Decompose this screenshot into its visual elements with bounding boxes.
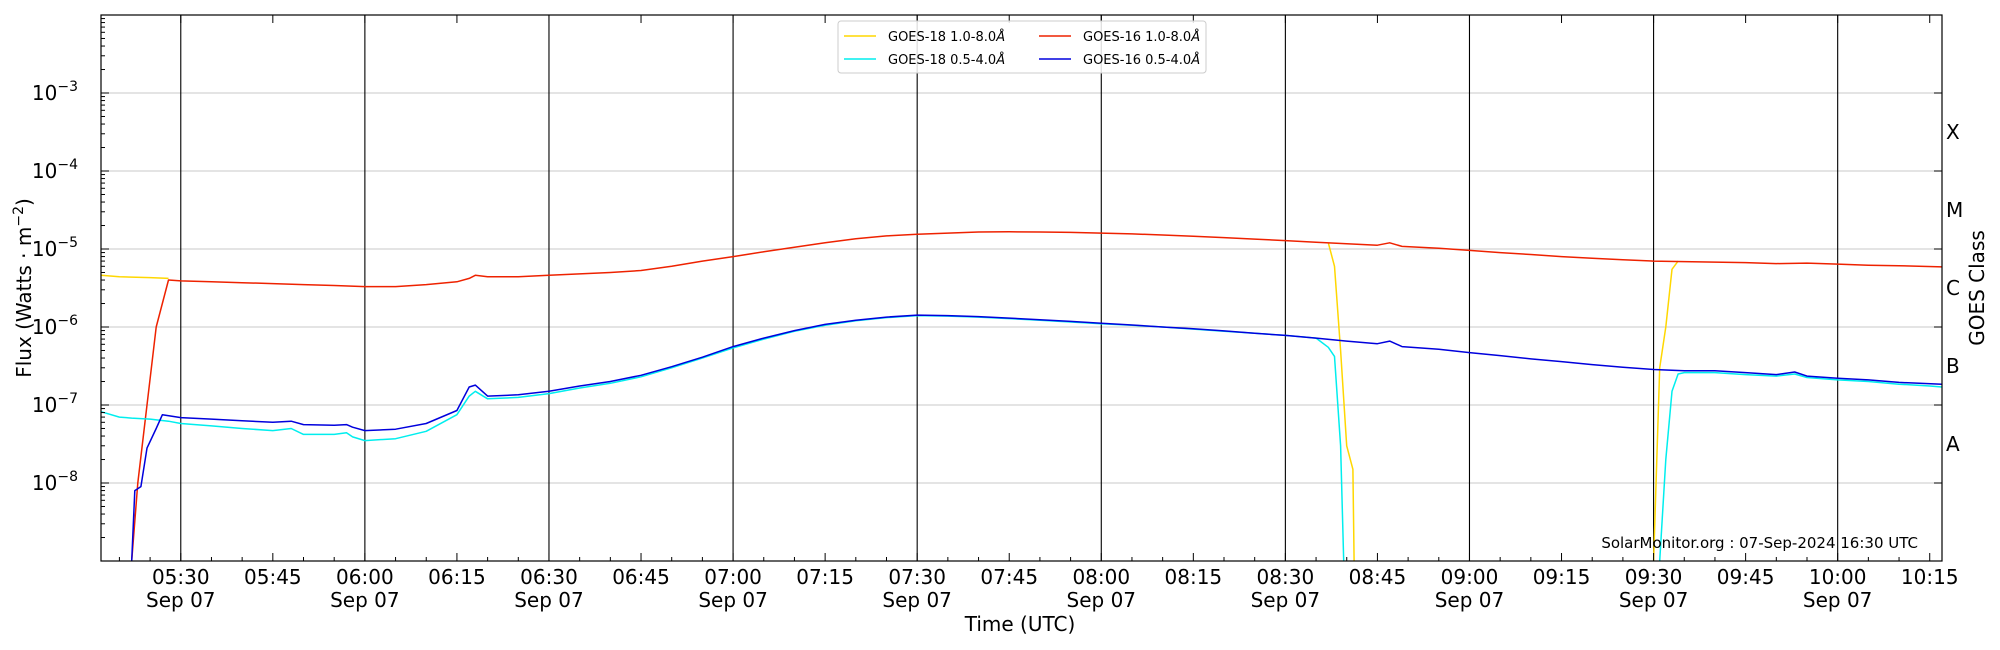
x-tick-label: 09:00: [1441, 565, 1499, 589]
x-axis-label: Time (UTC): [964, 612, 1076, 636]
series-line-1: [100, 274, 169, 280]
x-tick-label: 06:00: [336, 565, 394, 589]
x-tick-date-label: Sep 07: [1067, 588, 1137, 612]
series-line-2: [130, 231, 1943, 562]
time-marker-layer: [180, 15, 1839, 561]
y-tick-label: 10−3: [32, 79, 78, 105]
x-tick-label: 08:00: [1072, 565, 1130, 589]
x-tick-label: 05:45: [244, 565, 302, 589]
x-tick-label: 08:45: [1349, 565, 1407, 589]
goes-class-axis-label: GOES Class: [1965, 230, 1989, 346]
legend: GOES-18 1.0-8.0Å GOES-18 0.5-4.0Å GOES-16 …: [837, 20, 1207, 74]
source-annotation: SolarMonitor.org : 07-Sep-2024 16:30 UTC: [1601, 534, 1918, 552]
x-tick-label: 06:45: [612, 565, 670, 589]
y-tick-label: 10−5: [32, 235, 78, 261]
legend-label: GOES-16 1.0-8.0Å: [1083, 29, 1200, 45]
x-tick-date-label: Sep 07: [514, 588, 584, 612]
x-tick-label: 06:15: [428, 565, 486, 589]
series-line-3: [1658, 371, 1943, 562]
goes-class-label: X: [1946, 120, 1960, 144]
y-tick-label: 10−6: [32, 313, 78, 339]
plot-frame: [100, 14, 1943, 562]
x-tick-label: 06:30: [520, 565, 578, 589]
x-tick-label: 07:30: [888, 565, 946, 589]
x-tick-label: 09:30: [1625, 565, 1683, 589]
legend-label: GOES-18 0.5-4.0Å: [888, 52, 1005, 68]
series-line-1: [1327, 242, 1355, 562]
x-tick-label: 05:30: [152, 565, 210, 589]
y-axis-label-text: Flux (Watts · m: [12, 227, 36, 378]
legend-label: GOES-16 0.5-4.0Å: [1083, 52, 1200, 68]
y-tick-label: 10−4: [32, 157, 78, 183]
x-tick-label: 08:15: [1165, 565, 1223, 589]
x-tick-date-label: Sep 07: [1251, 588, 1321, 612]
x-tick-label: 09:15: [1533, 565, 1591, 589]
goes-class-label: B: [1946, 354, 1960, 378]
y-axis-label-unit-sup: −2: [11, 206, 27, 227]
x-tick-label: 10:15: [1901, 565, 1959, 589]
y-axis-label-close: ): [12, 198, 36, 206]
series-line-1: [1652, 260, 1679, 562]
x-tick-date-label: Sep 07: [1619, 588, 1689, 612]
series-layer: [100, 231, 1943, 562]
x-tick-label: 10:00: [1809, 565, 1867, 589]
x-tick-date-label: Sep 07: [146, 588, 216, 612]
grid-layer: [101, 92, 1942, 484]
y-axis-label: Flux (Watts · m−2): [11, 198, 36, 378]
y-tick-label: 10−8: [32, 469, 78, 495]
x-tick-date-label: Sep 07: [1803, 588, 1873, 612]
legend-box: [837, 20, 1207, 74]
goes-class-label: A: [1946, 432, 1960, 456]
series-line-4: [130, 314, 1943, 562]
x-tick-label: 09:45: [1717, 565, 1775, 589]
x-tick-label: 08:30: [1257, 565, 1315, 589]
x-tick-date-label: Sep 07: [1435, 588, 1505, 612]
goes-class-label: M: [1946, 198, 1963, 222]
legend-label: GOES-18 1.0-8.0Å: [888, 29, 1005, 45]
x-tick-label: 07:00: [704, 565, 762, 589]
x-tick-date-label: Sep 07: [698, 588, 768, 612]
x-tick-label: 07:45: [980, 565, 1038, 589]
x-tick-date-label: Sep 07: [882, 588, 952, 612]
y-tick-label: 10−7: [32, 391, 78, 417]
x-tick-label: 07:15: [796, 565, 854, 589]
x-tick-date-label: Sep 07: [330, 588, 400, 612]
goes-class-label: C: [1946, 276, 1960, 300]
